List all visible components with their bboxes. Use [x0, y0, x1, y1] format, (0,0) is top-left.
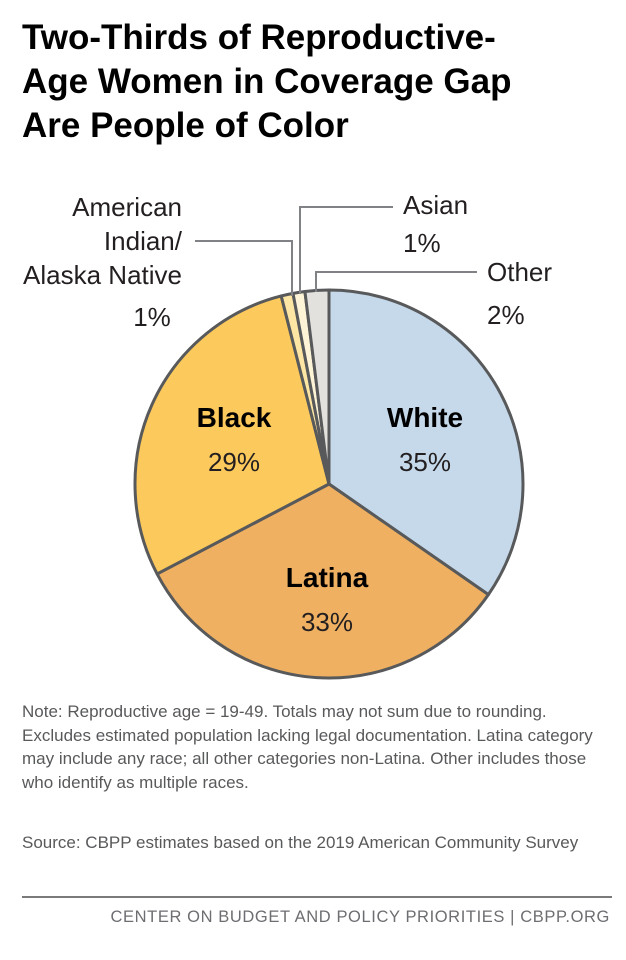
leader-line-asian	[299, 206, 393, 294]
footer-credit: CENTER ON BUDGET AND POLICY PRIORITIES |…	[110, 908, 610, 926]
latina-value: 33%	[301, 607, 353, 637]
leader-line-aian	[195, 240, 293, 296]
slice-label-aian: American Indian/ Alaska Native 1%	[23, 192, 183, 332]
footer-divider	[22, 896, 612, 898]
slice-label-latina: Latina 33%	[286, 562, 369, 637]
other-name: Other	[487, 257, 552, 287]
aian-line-2: Indian/	[104, 226, 183, 256]
slice-label-white: White 35%	[387, 402, 463, 477]
aian-value: 1%	[133, 302, 171, 332]
slice-label-black: Black 29%	[197, 402, 272, 477]
leader-line-other	[315, 271, 477, 292]
pie-chart: White 35% Black 29% Latina 33% American …	[23, 190, 552, 680]
black-value: 29%	[208, 447, 260, 477]
pie-slice-white	[327, 288, 525, 597]
title-line-3: Are People of Color	[22, 106, 349, 145]
white-value: 35%	[399, 447, 451, 477]
pie-slices	[133, 288, 525, 680]
title-line-1: Two-Thirds of Reproductive-	[22, 18, 496, 57]
slice-label-other: Other 2%	[487, 257, 552, 330]
chart-title: Two-Thirds of Reproductive- Age Women in…	[22, 16, 612, 148]
latina-name: Latina	[286, 562, 369, 593]
other-value: 2%	[487, 300, 525, 330]
title-line-2: Age Women in Coverage Gap	[22, 62, 512, 101]
pie-slice-black	[133, 294, 331, 576]
asian-value: 1%	[403, 228, 441, 258]
chart-note: Note: Reproductive age = 19-49. Totals m…	[22, 702, 593, 792]
aian-line-1: American	[72, 192, 182, 222]
white-name: White	[387, 402, 463, 433]
slice-label-asian: Asian 1%	[403, 190, 468, 258]
black-name: Black	[197, 402, 272, 433]
pie-slice-latina	[155, 482, 490, 680]
aian-line-3: Alaska Native	[23, 260, 182, 290]
chart-source: Source: CBPP estimates based on the 2019…	[22, 833, 579, 852]
leader-lines	[195, 206, 477, 296]
asian-name: Asian	[403, 190, 468, 220]
